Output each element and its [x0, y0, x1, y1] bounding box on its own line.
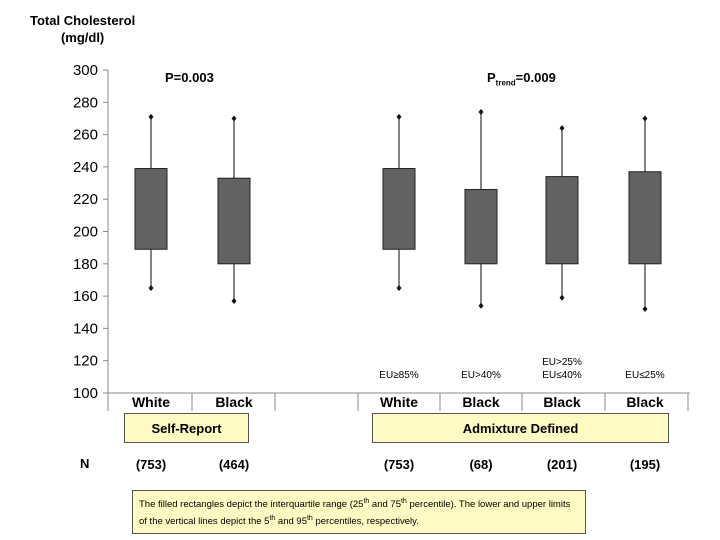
- y-tick-label: 260: [73, 127, 98, 144]
- p95-marker: [148, 113, 154, 120]
- p5-marker: [559, 294, 565, 301]
- y-axis-title-line1: Total Cholesterol: [30, 13, 136, 28]
- iqr-box: [217, 177, 251, 265]
- group-admixture-defined: Admixture Defined: [372, 413, 669, 443]
- y-tick-label: 220: [73, 191, 98, 208]
- category-label: Black: [462, 394, 500, 410]
- category-sublabel: EU≥85%: [379, 370, 419, 381]
- category-label: Black: [215, 394, 253, 410]
- y-tick-label: 140: [73, 320, 98, 337]
- category-label: White: [380, 394, 418, 410]
- n-label: N: [80, 456, 90, 471]
- category-label: Black: [543, 394, 581, 410]
- p5-marker: [478, 302, 484, 309]
- n-value: (201): [547, 457, 577, 472]
- y-tick-label: 100: [73, 385, 98, 402]
- y-axis-title-line2: (mg/dl): [60, 30, 105, 45]
- p5-marker: [642, 306, 648, 313]
- p95-marker: [642, 115, 648, 122]
- p5-marker: [231, 297, 237, 304]
- y-axis-title: Total Cholesterol (mg/dl): [30, 12, 135, 46]
- y-tick-label: 240: [73, 159, 98, 176]
- p95-marker: [478, 108, 484, 115]
- y-tick-label: 200: [73, 224, 98, 241]
- footnote: The filled rectangles depict the interqu…: [132, 490, 586, 535]
- p5-marker: [148, 285, 154, 292]
- y-tick-label: 160: [73, 288, 98, 305]
- p5-marker: [396, 285, 402, 292]
- p95-marker: [559, 125, 565, 132]
- iqr-box: [464, 189, 498, 265]
- y-tick-label: 180: [73, 256, 98, 273]
- group-self-report: Self-Report: [124, 413, 249, 443]
- category-label: Black: [626, 394, 664, 410]
- p95-marker: [231, 115, 237, 122]
- y-tick-label: 120: [73, 353, 98, 370]
- y-tick-label: 300: [73, 62, 98, 79]
- y-tick-label: 280: [73, 94, 98, 111]
- n-value: (464): [219, 457, 249, 472]
- n-value: (195): [630, 457, 660, 472]
- category-sublabel: EU>40%: [461, 370, 501, 381]
- iqr-box: [382, 168, 416, 250]
- n-value: (753): [384, 457, 414, 472]
- p95-marker: [396, 113, 402, 120]
- p-value-self-report: P=0.003: [165, 70, 214, 85]
- iqr-box: [628, 171, 662, 265]
- n-value: (68): [469, 457, 492, 472]
- category-sublabel: EU≤25%: [625, 370, 665, 381]
- category-sublabel: EU>25%: [542, 357, 582, 368]
- category-label: White: [132, 394, 170, 410]
- n-value: (753): [136, 457, 166, 472]
- category-sublabel: EU≤40%: [542, 370, 582, 381]
- iqr-box: [545, 176, 579, 265]
- p-trend-admixture: Ptrend=0.009: [487, 70, 556, 88]
- iqr-box: [134, 168, 168, 250]
